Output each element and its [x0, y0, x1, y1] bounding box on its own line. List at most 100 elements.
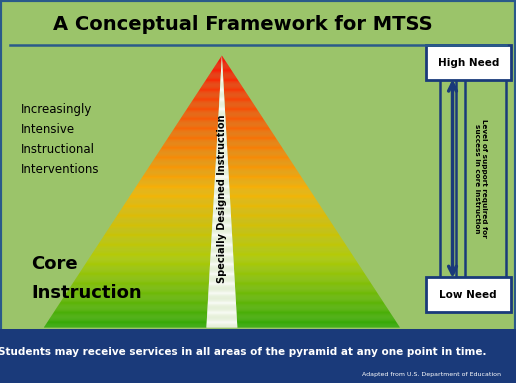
- Polygon shape: [208, 286, 235, 288]
- Polygon shape: [230, 191, 311, 192]
- Polygon shape: [224, 97, 250, 98]
- Polygon shape: [158, 152, 216, 154]
- Polygon shape: [167, 138, 217, 139]
- Polygon shape: [231, 221, 331, 222]
- Polygon shape: [231, 217, 328, 218]
- Polygon shape: [220, 95, 224, 96]
- Text: Specially Designed Instruction: Specially Designed Instruction: [217, 115, 227, 283]
- Polygon shape: [179, 120, 218, 121]
- Polygon shape: [208, 290, 235, 291]
- Polygon shape: [233, 247, 348, 248]
- Polygon shape: [233, 251, 351, 252]
- Polygon shape: [147, 170, 215, 171]
- Polygon shape: [218, 120, 225, 121]
- Polygon shape: [230, 203, 319, 204]
- Polygon shape: [218, 131, 226, 132]
- Polygon shape: [210, 260, 234, 261]
- Polygon shape: [216, 155, 228, 156]
- Polygon shape: [217, 138, 227, 139]
- Polygon shape: [84, 265, 210, 266]
- Polygon shape: [212, 228, 232, 229]
- Polygon shape: [229, 187, 309, 188]
- Polygon shape: [217, 149, 227, 150]
- Polygon shape: [229, 178, 302, 179]
- Polygon shape: [132, 192, 214, 193]
- Polygon shape: [224, 90, 245, 91]
- Polygon shape: [216, 165, 228, 166]
- Polygon shape: [79, 273, 209, 274]
- Polygon shape: [218, 125, 226, 126]
- Polygon shape: [232, 224, 333, 225]
- Polygon shape: [234, 266, 360, 267]
- Polygon shape: [207, 316, 237, 317]
- Polygon shape: [232, 228, 335, 229]
- Polygon shape: [99, 242, 211, 243]
- Polygon shape: [207, 317, 237, 318]
- Polygon shape: [162, 147, 217, 148]
- Polygon shape: [80, 270, 209, 271]
- Polygon shape: [218, 116, 225, 117]
- Polygon shape: [213, 207, 231, 208]
- Polygon shape: [181, 118, 218, 119]
- Polygon shape: [220, 80, 223, 81]
- Polygon shape: [212, 236, 232, 237]
- Polygon shape: [96, 246, 211, 247]
- Polygon shape: [218, 126, 226, 127]
- Polygon shape: [123, 205, 214, 206]
- Polygon shape: [230, 204, 320, 205]
- Polygon shape: [226, 130, 271, 131]
- Polygon shape: [213, 216, 231, 217]
- Polygon shape: [228, 167, 296, 168]
- Polygon shape: [208, 295, 235, 296]
- Polygon shape: [223, 82, 239, 83]
- Polygon shape: [221, 71, 223, 72]
- Polygon shape: [212, 233, 232, 234]
- Text: Adapted from U.S. Department of Education: Adapted from U.S. Department of Educatio…: [362, 372, 501, 377]
- Polygon shape: [229, 181, 304, 182]
- Polygon shape: [218, 115, 225, 116]
- Polygon shape: [122, 207, 213, 208]
- Text: Increasingly
Intensive
Instructional
Interventions: Increasingly Intensive Instructional Int…: [21, 103, 99, 176]
- Polygon shape: [152, 161, 216, 162]
- Polygon shape: [217, 145, 227, 146]
- Polygon shape: [229, 185, 308, 186]
- Polygon shape: [235, 278, 368, 280]
- Polygon shape: [212, 234, 232, 235]
- Polygon shape: [225, 111, 259, 112]
- Polygon shape: [223, 81, 239, 82]
- Polygon shape: [82, 268, 209, 270]
- Polygon shape: [216, 151, 228, 152]
- Polygon shape: [116, 216, 213, 217]
- Polygon shape: [226, 129, 270, 130]
- Polygon shape: [215, 185, 229, 186]
- Polygon shape: [221, 60, 222, 61]
- Polygon shape: [110, 226, 212, 227]
- Polygon shape: [170, 134, 217, 135]
- Polygon shape: [211, 250, 233, 251]
- Polygon shape: [151, 162, 216, 164]
- Polygon shape: [229, 171, 298, 172]
- Polygon shape: [222, 64, 228, 65]
- Polygon shape: [221, 69, 223, 70]
- Polygon shape: [52, 315, 207, 316]
- Polygon shape: [230, 196, 314, 197]
- Polygon shape: [210, 267, 234, 268]
- Polygon shape: [51, 317, 207, 318]
- Polygon shape: [225, 121, 265, 122]
- Polygon shape: [214, 201, 230, 202]
- Polygon shape: [236, 314, 392, 315]
- Polygon shape: [148, 168, 216, 169]
- Polygon shape: [167, 139, 217, 140]
- Polygon shape: [211, 244, 233, 245]
- Polygon shape: [217, 133, 227, 134]
- Polygon shape: [214, 193, 230, 194]
- Polygon shape: [219, 99, 224, 100]
- Polygon shape: [215, 180, 229, 181]
- Polygon shape: [175, 125, 218, 126]
- Polygon shape: [233, 248, 348, 249]
- Polygon shape: [224, 100, 251, 101]
- Polygon shape: [155, 156, 216, 157]
- Polygon shape: [213, 218, 231, 219]
- Polygon shape: [131, 194, 214, 195]
- Polygon shape: [232, 232, 338, 233]
